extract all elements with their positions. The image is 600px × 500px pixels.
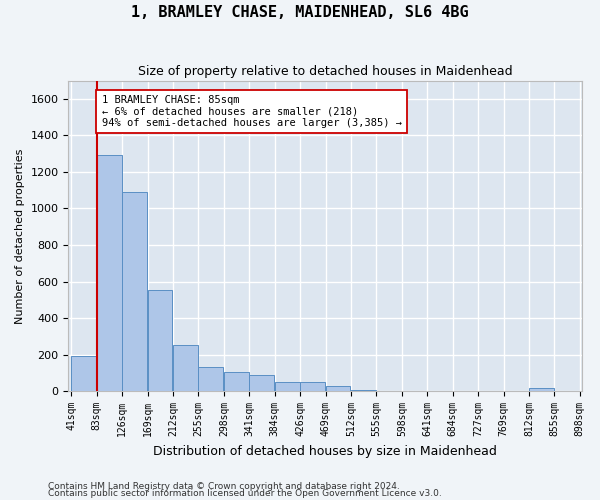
Title: Size of property relative to detached houses in Maidenhead: Size of property relative to detached ho… (137, 65, 512, 78)
Bar (97, 156, 122, 391)
Bar (326, 386, 350, 391)
Bar (300, 382, 325, 391)
Bar (173, 344, 198, 391)
Text: Contains public sector information licensed under the Open Government Licence v3: Contains public sector information licen… (48, 490, 442, 498)
Text: Contains HM Land Registry data © Crown copyright and database right 2024.: Contains HM Land Registry data © Crown c… (48, 482, 400, 491)
Bar (250, 374, 274, 391)
Bar (224, 372, 249, 391)
Bar (529, 388, 554, 391)
Bar (351, 390, 376, 391)
Text: 1, BRAMLEY CHASE, MAIDENHEAD, SL6 4BG: 1, BRAMLEY CHASE, MAIDENHEAD, SL6 4BG (131, 5, 469, 20)
Bar (148, 290, 172, 391)
Bar (199, 368, 223, 391)
X-axis label: Distribution of detached houses by size in Maidenhead: Distribution of detached houses by size … (153, 444, 497, 458)
Y-axis label: Number of detached properties: Number of detached properties (15, 148, 25, 324)
Bar (122, 192, 147, 391)
Text: 1 BRAMLEY CHASE: 85sqm
← 6% of detached houses are smaller (218)
94% of semi-det: 1 BRAMLEY CHASE: 85sqm ← 6% of detached … (101, 95, 401, 128)
Bar (71, 356, 96, 391)
Bar (275, 382, 299, 391)
